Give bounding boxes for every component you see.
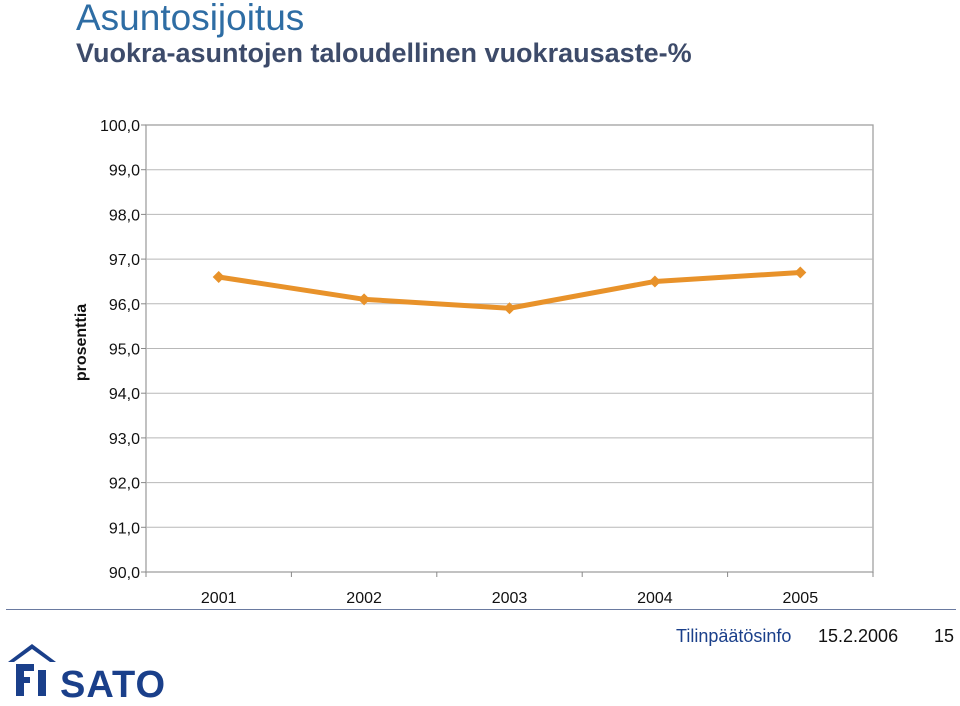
x-tick-label: 2003 xyxy=(492,590,528,607)
house-icon xyxy=(8,644,56,696)
data-point xyxy=(503,302,516,315)
data-point xyxy=(358,293,371,306)
y-tick-label: 95,0 xyxy=(109,342,140,359)
y-tick-label: 96,0 xyxy=(109,297,140,314)
x-tick-label: 2002 xyxy=(346,590,382,607)
y-tick-label: 98,0 xyxy=(109,207,140,224)
page-subtitle: Vuokra-asuntojen taloudellinen vuokrausa… xyxy=(76,38,692,68)
y-tick-label: 97,0 xyxy=(109,252,140,269)
x-tick-label: 2005 xyxy=(783,590,819,607)
y-tick-label: 90,0 xyxy=(109,565,140,582)
x-tick-label: 2004 xyxy=(637,590,673,607)
data-point xyxy=(648,275,661,288)
svg-text:SATO: SATO xyxy=(60,664,166,702)
x-tick-label: 2001 xyxy=(201,590,237,607)
data-point xyxy=(794,266,807,279)
y-tick-label: 100,0 xyxy=(100,118,140,135)
footer-page-number: 15 xyxy=(934,626,955,646)
sato-logo: SATO xyxy=(8,644,166,702)
y-axis-label: prosenttia xyxy=(73,304,90,381)
page-title: Asuntosijoitus xyxy=(76,0,305,38)
y-tick-label: 94,0 xyxy=(109,386,140,403)
footer-label: Tilinpäätösinfo xyxy=(676,626,792,646)
footer-date: 15.2.2006 xyxy=(818,626,899,646)
y-tick-label: 92,0 xyxy=(109,476,140,493)
data-point xyxy=(212,270,225,283)
footer-divider xyxy=(6,609,956,610)
y-tick-label: 99,0 xyxy=(109,163,140,180)
y-tick-label: 91,0 xyxy=(109,520,140,537)
y-tick-label: 93,0 xyxy=(109,431,140,448)
